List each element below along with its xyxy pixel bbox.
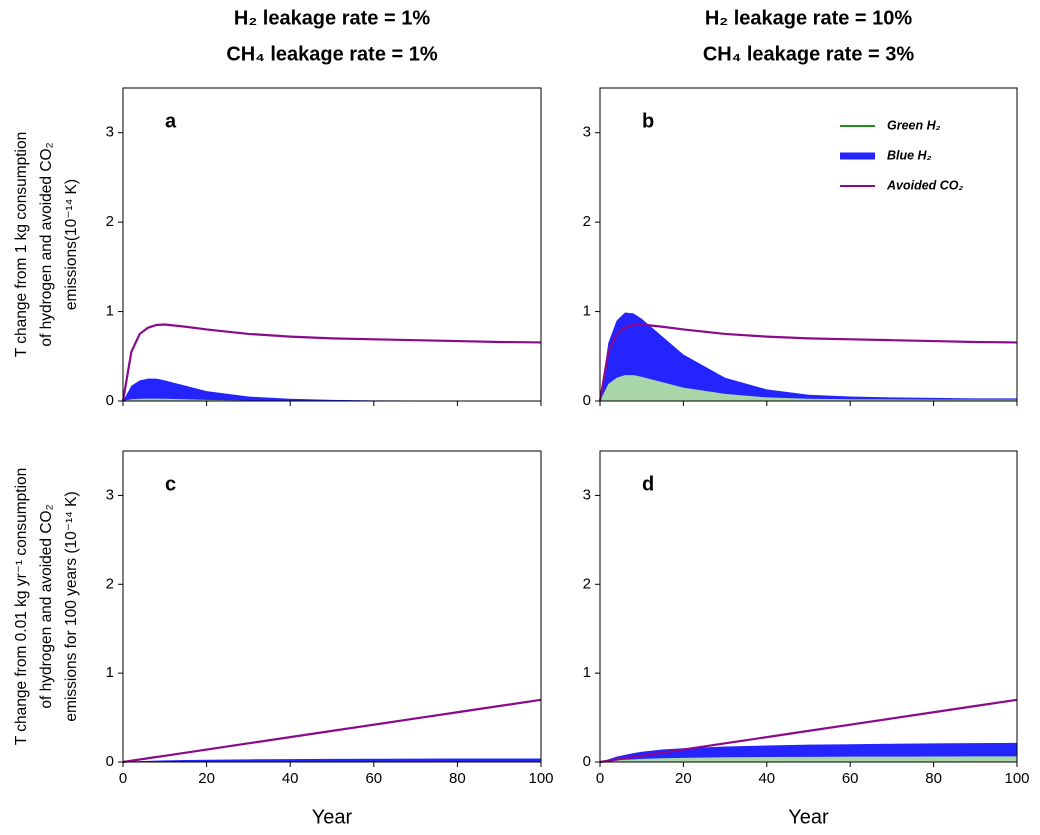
panel-label: b: [642, 110, 654, 132]
line: [598, 323, 1018, 402]
y-tick-label: 3: [583, 124, 591, 141]
x-tick-label: 20: [198, 770, 215, 787]
y-tick-label: 3: [583, 486, 591, 503]
x-tick-label: 80: [925, 770, 942, 787]
y-axis-label: T change from 1 kg consumption: [13, 132, 30, 357]
y-tick-label: 1: [106, 303, 114, 320]
y-axis-label: of hydrogen and avoided CO₂: [38, 504, 55, 708]
line: [121, 323, 542, 402]
y-tick-label: 3: [106, 124, 114, 141]
legend-label: Green H₂: [887, 118, 941, 132]
y-tick-label: 2: [583, 575, 591, 592]
line: [599, 698, 1018, 764]
x-tick-label: 20: [675, 770, 692, 787]
plot-frame: [599, 87, 1018, 402]
plot-frame: [122, 87, 542, 402]
y-tick-label: 0: [106, 392, 114, 409]
x-tick-label: 60: [365, 770, 382, 787]
x-tick-label: 100: [528, 770, 553, 787]
y-tick-label: 1: [583, 303, 591, 320]
area: [600, 312, 1017, 401]
y-axis-label: emissions for 100 years (10⁻¹⁴ K): [63, 491, 80, 721]
x-tick-label: 0: [596, 770, 604, 787]
area: [123, 758, 541, 762]
y-tick-label: 2: [106, 213, 114, 230]
y-axis-label: T change from 0.01 kg yr⁻¹ consumption: [13, 468, 30, 746]
plot-frame: [122, 450, 542, 763]
area: [123, 398, 541, 401]
x-axis-label: Year: [788, 806, 829, 828]
x-tick-label: 40: [282, 770, 299, 787]
y-tick-label: 0: [583, 753, 591, 770]
x-tick-label: 100: [1004, 770, 1029, 787]
y-axis-label: emissions(10⁻¹⁴ K): [63, 179, 80, 310]
x-tick-label: 80: [449, 770, 466, 787]
x-tick-label: 60: [842, 770, 859, 787]
x-tick-label: 40: [758, 770, 775, 787]
plot-frame: [599, 450, 1018, 763]
legend-label: Avoided CO₂: [886, 178, 964, 192]
y-tick-label: 2: [583, 213, 591, 230]
y-tick-label: 1: [106, 664, 114, 681]
column-title: H₂ leakage rate = 1%: [234, 7, 430, 29]
y-tick-label: 3: [106, 486, 114, 503]
line: [122, 698, 542, 764]
panel-label: c: [165, 473, 176, 495]
y-tick-label: 1: [583, 664, 591, 681]
x-axis-label: Year: [312, 806, 353, 828]
area: [600, 756, 1017, 762]
panel-label: a: [165, 110, 177, 132]
column-title: H₂ leakage rate = 10%: [705, 7, 913, 29]
area: [123, 378, 541, 401]
column-title: CH₄ leakage rate = 1%: [226, 43, 438, 65]
y-tick-label: 0: [583, 392, 591, 409]
x-tick-label: 0: [119, 770, 127, 787]
column-title: CH₄ leakage rate = 3%: [703, 43, 915, 65]
legend-label: Blue H₂: [887, 148, 932, 162]
panel-label: d: [642, 473, 654, 495]
y-tick-label: 2: [106, 575, 114, 592]
area: [600, 375, 1017, 401]
y-tick-label: 0: [106, 753, 114, 770]
y-axis-label: of hydrogen and avoided CO₂: [38, 142, 55, 346]
